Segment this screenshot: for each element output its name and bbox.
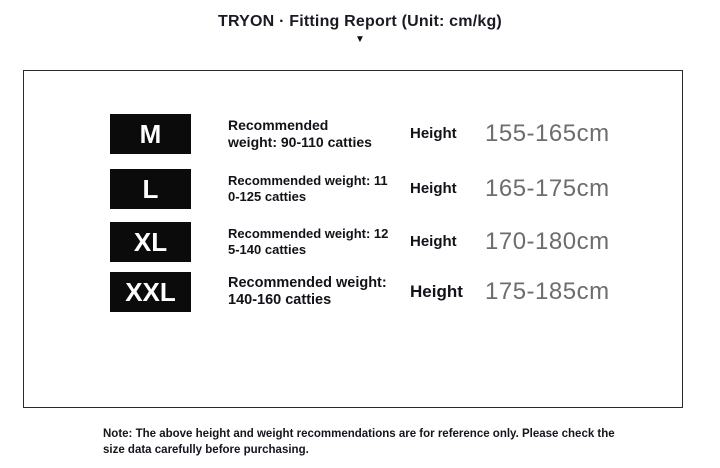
weight-line-1: Recommended weight: [228, 274, 387, 291]
size-row-xl: XL Recommended weight: 12 5-140 catties … [24, 222, 682, 262]
size-badge-l: L [110, 169, 191, 209]
note-line-2: size data carefully before purchasing. [103, 443, 309, 456]
size-row-xxl: XXL Recommended weight: 140-160 catties … [24, 272, 682, 312]
height-range: 165-175cm [485, 175, 610, 202]
size-chart-panel: M Recommended weight: 90-110 catties Hei… [23, 70, 683, 408]
weight-recommendation: Recommended weight: 90-110 catties [228, 114, 372, 154]
note-text: Note: The above height and weight recomm… [103, 427, 615, 458]
size-row-l: L Recommended weight: 11 0-125 catties H… [24, 169, 682, 209]
weight-line-1: Recommended weight: 12 [228, 226, 389, 241]
note-line-1: Note: The above height and weight recomm… [103, 428, 615, 440]
height-range: 170-180cm [485, 228, 610, 255]
down-triangle-icon: ▼ [355, 34, 365, 45]
height-range: 175-185cm [485, 278, 610, 305]
size-badge-xl: XL [110, 222, 191, 262]
height-range: 155-165cm [485, 120, 610, 147]
weight-line-1: Recommended weight: 11 [228, 173, 388, 188]
weight-recommendation: Recommended weight: 12 5-140 catties [228, 222, 388, 262]
size-badge-xxl: XXL [110, 272, 191, 312]
weight-recommendation: Recommended weight: 11 0-125 catties [228, 169, 388, 209]
weight-recommendation: Recommended weight: 140-160 catties [228, 272, 387, 312]
weight-line-2: 140-160 catties [228, 292, 332, 308]
weight-line-1: Recommended [228, 117, 329, 133]
size-row-m: M Recommended weight: 90-110 catties Hei… [24, 114, 682, 154]
height-label: Height [410, 282, 463, 301]
height-label: Height [410, 180, 457, 197]
weight-line-2: 5-140 catties [228, 242, 307, 257]
height-label: Height [410, 125, 457, 142]
height-label: Height [410, 233, 457, 250]
weight-line-2: weight: 90-110 catties [228, 134, 372, 150]
weight-line-2: 0-125 catties [228, 189, 307, 204]
size-badge-m: M [110, 114, 191, 154]
page-title: TRYON · Fitting Report (Unit: cm/kg) [218, 13, 502, 30]
